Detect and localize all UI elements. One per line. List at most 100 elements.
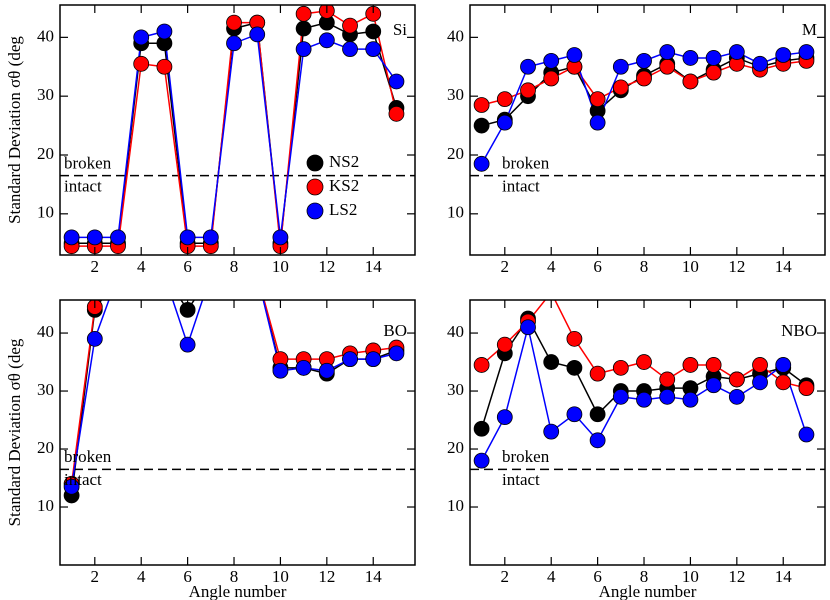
marker — [473, 117, 490, 134]
legend-label: NS2 — [329, 152, 359, 171]
marker — [179, 336, 196, 353]
marker — [342, 351, 358, 368]
x-tick-label: 14 — [365, 257, 383, 276]
marker — [775, 47, 792, 63]
marker — [295, 20, 312, 37]
marker — [543, 354, 560, 370]
marker — [705, 50, 722, 66]
marker — [728, 371, 745, 388]
marker — [157, 268, 172, 283]
y-tick-label: 30 — [37, 85, 54, 104]
y-tick-label: 10 — [37, 203, 54, 222]
marker — [388, 73, 405, 90]
panel-label: NBO — [781, 321, 817, 340]
marker — [775, 357, 792, 373]
marker — [496, 336, 513, 353]
x-tick-label: 10 — [682, 257, 699, 276]
x-tick-label: 4 — [547, 567, 556, 586]
marker — [682, 73, 699, 90]
annotation-intact: intact — [64, 470, 102, 489]
marker — [566, 47, 583, 63]
marker — [110, 229, 126, 246]
y-tick-label: 40 — [447, 26, 464, 45]
marker — [365, 23, 382, 40]
marker — [63, 478, 80, 495]
marker — [473, 452, 490, 469]
marker — [473, 357, 490, 373]
marker — [543, 52, 560, 69]
marker — [203, 268, 218, 283]
y-tick-label: 30 — [447, 380, 464, 399]
legend-marker — [306, 202, 324, 220]
annotation-intact: intact — [502, 470, 540, 489]
x-tick-label: 2 — [91, 257, 100, 276]
marker — [250, 268, 265, 283]
y-tick-label: 30 — [447, 85, 464, 104]
marker — [798, 380, 815, 397]
series-line — [70, 300, 397, 496]
marker — [111, 268, 126, 283]
marker — [133, 55, 150, 72]
y-axis-label: Standard Deviation σθ (deg — [5, 338, 24, 526]
marker — [659, 388, 676, 405]
x-tick-label: 6 — [183, 567, 192, 586]
marker — [342, 17, 358, 34]
frame — [469, 299, 826, 566]
x-tick-label: 4 — [137, 257, 146, 276]
marker — [111, 268, 126, 283]
marker — [318, 32, 335, 49]
marker — [473, 97, 490, 113]
x-tick-label: 4 — [137, 567, 146, 586]
marker — [659, 44, 676, 60]
x-tick-label: 2 — [91, 567, 100, 586]
marker — [133, 29, 150, 46]
legend-label: KS2 — [329, 176, 359, 195]
x-tick-label: 6 — [593, 567, 602, 586]
marker — [589, 406, 606, 423]
y-tick-label: 10 — [447, 203, 464, 222]
marker — [295, 5, 312, 22]
marker — [365, 41, 382, 58]
marker — [496, 114, 513, 131]
marker — [798, 426, 815, 443]
marker — [63, 229, 80, 246]
marker — [226, 14, 242, 31]
marker — [365, 351, 382, 368]
annotation-broken: broken — [502, 153, 550, 172]
marker — [659, 371, 676, 388]
marker — [636, 354, 652, 370]
marker — [636, 391, 652, 408]
marker — [272, 229, 289, 246]
x-tick-label: 8 — [230, 257, 239, 276]
x-tick-label: 10 — [272, 567, 289, 586]
y-tick-label: 20 — [37, 438, 54, 457]
marker — [496, 91, 513, 108]
marker — [342, 41, 358, 58]
annotation-intact: intact — [502, 176, 540, 195]
annotation-broken: broken — [64, 153, 112, 172]
marker — [682, 391, 699, 408]
marker — [728, 44, 745, 60]
marker — [728, 388, 745, 405]
marker — [179, 229, 196, 246]
x-tick-label: 6 — [183, 257, 192, 276]
marker — [520, 319, 536, 336]
marker — [566, 359, 583, 376]
x-tick-label: 10 — [272, 257, 289, 276]
marker — [156, 23, 173, 40]
y-tick-label: 30 — [37, 380, 54, 399]
marker — [682, 357, 699, 373]
x-tick-label: 6 — [593, 257, 602, 276]
marker — [250, 268, 265, 283]
x-tick-label: 2 — [501, 567, 510, 586]
marker — [752, 55, 768, 72]
x-tick-label: 14 — [775, 257, 793, 276]
x-tick-label: 8 — [640, 257, 649, 276]
plot — [470, 300, 825, 471]
x-tick-label: 12 — [318, 257, 335, 276]
y-tick-label: 10 — [37, 496, 54, 515]
y-tick-label: 10 — [447, 496, 464, 515]
marker — [612, 79, 629, 96]
marker — [473, 420, 490, 437]
